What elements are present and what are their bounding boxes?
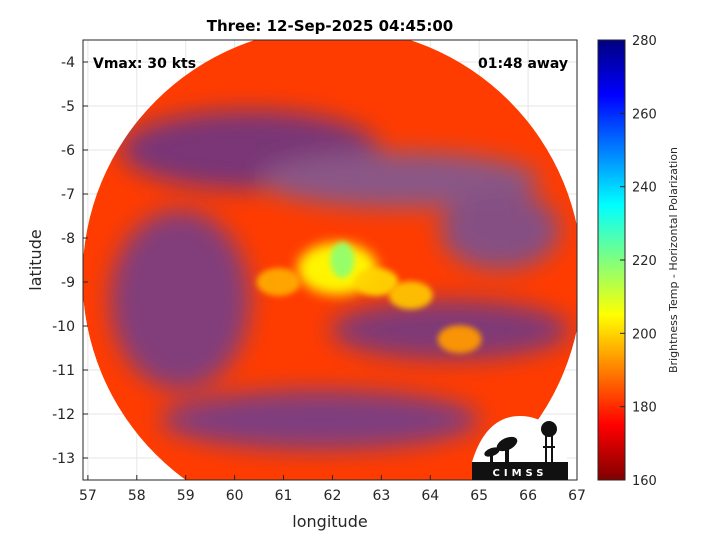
feature-cell (354, 268, 399, 296)
x-tick-label: 65 (470, 488, 488, 504)
feature-cell (388, 281, 433, 310)
y-ticks: -4 -5 -6 -7 -8 -9 -10 -11 -12 -13 (52, 55, 88, 467)
x-tick-label: 61 (275, 488, 293, 504)
colorbar-tick-label: 180 (632, 401, 657, 416)
chart-title: Three: 12-Sep-2025 04:45:00 (207, 17, 454, 35)
feature-cell (437, 325, 482, 354)
y-tick-label: -11 (52, 363, 75, 379)
y-tick-label: -12 (52, 407, 75, 423)
y-tick-label: -5 (61, 99, 75, 115)
x-tick-label: 67 (568, 488, 586, 504)
y-tick-label: -7 (61, 187, 75, 203)
colorbar-tick-label: 280 (632, 34, 657, 49)
y-tick-label: -13 (52, 451, 75, 467)
y-axis-label: latitude (26, 229, 45, 290)
cimss-logo: CIMSS (472, 416, 568, 480)
colorbar-ticks: 160 180 200 220 240 260 280 (620, 34, 657, 489)
x-tick-label: 60 (226, 488, 244, 504)
feature-cell (256, 268, 301, 296)
feature-cell (330, 242, 355, 278)
colorbar-tick-label: 160 (632, 474, 657, 489)
logo-text: CIMSS (493, 468, 548, 479)
y-tick-label: -4 (61, 55, 75, 71)
x-tick-label: 62 (324, 488, 342, 504)
convective-features (256, 242, 482, 354)
x-axis-label: longitude (292, 512, 367, 531)
colorbar-tick-label: 260 (632, 107, 657, 122)
colorbar-tick-label: 240 (632, 181, 657, 196)
x-tick-label: 59 (177, 488, 195, 504)
x-tick-label: 64 (421, 488, 439, 504)
axes-frame (82, 39, 578, 481)
y-tick-label: -9 (61, 275, 75, 291)
x-tick-label: 57 (79, 488, 97, 504)
brightness-temp-swath (83, 40, 577, 480)
y-tick-label: -8 (61, 231, 75, 247)
time-away-annotation: 01:48 away (478, 56, 568, 72)
vmax-annotation: Vmax: 30 kts (93, 56, 196, 72)
y-tick-label: -6 (61, 143, 75, 159)
y-tick-label: -10 (52, 319, 75, 335)
x-ticks: 57 58 59 60 61 62 63 64 65 66 67 (79, 475, 586, 504)
colorbar-tick-label: 200 (632, 327, 657, 342)
colorbar-tick-label: 220 (632, 254, 657, 269)
x-tick-label: 66 (519, 488, 537, 504)
x-tick-label: 58 (128, 488, 146, 504)
x-tick-label: 63 (372, 488, 390, 504)
colorbar-label: Brightness Temp - Horizontal Polarizatio… (667, 147, 680, 373)
